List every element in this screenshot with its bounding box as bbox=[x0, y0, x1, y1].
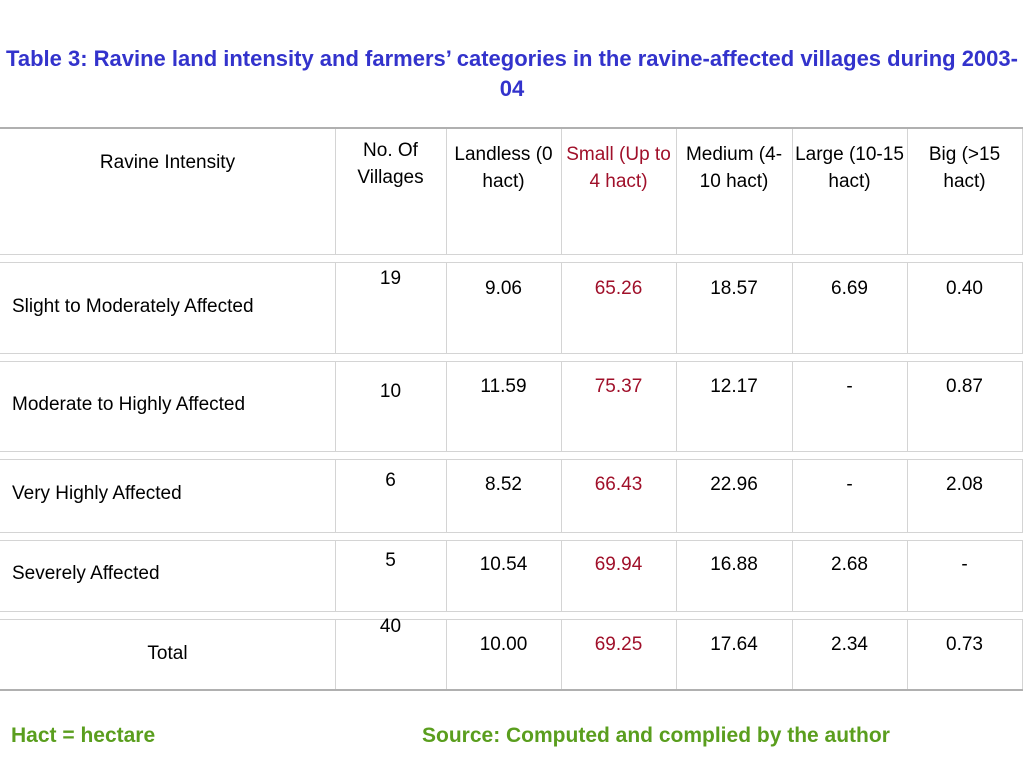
cell-big: 0.40 bbox=[946, 278, 983, 299]
cell-villages: 10 bbox=[379, 381, 402, 402]
header-landless: Landless (0 hact) bbox=[454, 144, 553, 192]
header-medium: Medium (4-10 hact) bbox=[685, 144, 783, 192]
cell-villages: 6 bbox=[385, 470, 396, 491]
data-table: Ravine Intensity No. Of Villages Landles… bbox=[0, 127, 1023, 691]
cell-big: - bbox=[961, 554, 968, 575]
header-large: Large (10-15 hact) bbox=[795, 144, 904, 192]
row-label: Severely Affected bbox=[12, 563, 160, 584]
cell-medium: 12.17 bbox=[710, 376, 758, 397]
cell-large: - bbox=[846, 474, 853, 495]
header-big: Big (>15 hact) bbox=[928, 144, 1001, 192]
footnote-hectare: Hact = hectare bbox=[11, 724, 156, 747]
cell-landless: 9.06 bbox=[485, 278, 522, 299]
cell-medium: 17.64 bbox=[710, 634, 758, 655]
row-separator bbox=[0, 532, 1023, 541]
footnote-source: Source: Computed and complied by the aut… bbox=[422, 724, 890, 747]
cell-small: 69.94 bbox=[594, 554, 643, 575]
table-grid: Ravine Intensity No. Of Villages Landles… bbox=[0, 129, 1023, 689]
row-label: Slight to Moderately Affected bbox=[12, 296, 254, 317]
cell-medium: 18.57 bbox=[710, 278, 758, 299]
cell-villages: 19 bbox=[379, 268, 402, 289]
row-separator bbox=[0, 353, 1023, 362]
row-label: Very Highly Affected bbox=[12, 483, 182, 504]
cell-big: 0.87 bbox=[946, 376, 983, 397]
cell-medium: 22.96 bbox=[710, 474, 758, 495]
cell-big: 2.08 bbox=[946, 474, 983, 495]
col-divider bbox=[792, 129, 793, 689]
col-divider bbox=[1022, 129, 1023, 689]
row-separator bbox=[0, 611, 1023, 620]
cell-small: 66.43 bbox=[594, 474, 643, 495]
cell-villages: 40 bbox=[379, 616, 402, 637]
col-divider bbox=[676, 129, 677, 689]
title-text: Table 3: Ravine land intensity and farme… bbox=[6, 46, 1018, 101]
row-label-total: Total bbox=[147, 643, 188, 664]
header-no-of-villages: No. Of Villages bbox=[357, 140, 424, 188]
col-divider bbox=[446, 129, 447, 689]
page-title: Table 3: Ravine land intensity and farme… bbox=[0, 44, 1024, 104]
cell-landless: 8.52 bbox=[485, 474, 522, 495]
row-separator bbox=[0, 254, 1023, 263]
cell-landless: 10.00 bbox=[479, 634, 528, 655]
col-divider bbox=[335, 129, 336, 689]
row-separator bbox=[0, 451, 1023, 460]
cell-large: 6.69 bbox=[831, 278, 868, 299]
header-small: Small (Up to 4 hact) bbox=[566, 144, 671, 192]
cell-medium: 16.88 bbox=[710, 554, 758, 575]
cell-large: 2.34 bbox=[831, 634, 868, 655]
cell-landless: 11.59 bbox=[480, 376, 527, 397]
cell-small: 69.25 bbox=[594, 634, 643, 655]
col-divider bbox=[561, 129, 562, 689]
cell-small: 65.26 bbox=[594, 278, 643, 299]
cell-large: - bbox=[846, 376, 853, 397]
col-divider bbox=[907, 129, 908, 689]
cell-villages: 5 bbox=[385, 550, 396, 571]
cell-big: 0.73 bbox=[946, 634, 983, 655]
cell-landless: 10.54 bbox=[479, 554, 528, 575]
cell-small: 75.37 bbox=[594, 376, 643, 397]
header-ravine-intensity: Ravine Intensity bbox=[99, 152, 236, 173]
cell-large: 2.68 bbox=[831, 554, 868, 575]
row-label: Moderate to Highly Affected bbox=[12, 394, 246, 415]
